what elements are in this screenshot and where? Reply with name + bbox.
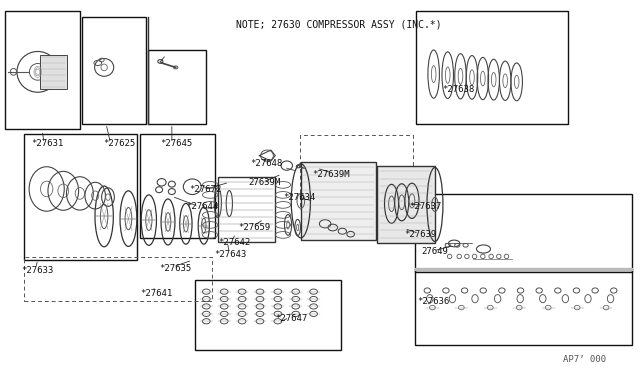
Text: *27672: *27672: [189, 185, 221, 194]
Text: NOTE; 27630 COMPRESSOR ASSY (INC.*): NOTE; 27630 COMPRESSOR ASSY (INC.*): [236, 20, 442, 30]
Text: *27636: *27636: [417, 297, 449, 306]
Text: *27639M: *27639M: [312, 170, 350, 179]
Text: *27625: *27625: [103, 139, 135, 148]
Text: *27631: *27631: [31, 139, 63, 148]
Text: *27641: *27641: [140, 289, 172, 298]
Bar: [300, 135, 413, 209]
Text: 27639M: 27639M: [248, 178, 281, 187]
Bar: [140, 134, 215, 238]
Text: *27643: *27643: [214, 250, 247, 259]
Bar: [415, 270, 632, 344]
Bar: [24, 257, 212, 301]
Text: *27634: *27634: [283, 193, 316, 202]
Bar: [40, 55, 67, 89]
Bar: [378, 166, 435, 243]
Bar: [4, 11, 80, 129]
Text: *27633: *27633: [21, 266, 53, 275]
Text: *27635: *27635: [159, 264, 191, 273]
Bar: [148, 49, 206, 124]
Bar: [416, 11, 568, 124]
Bar: [218, 177, 275, 242]
Text: *27642: *27642: [218, 238, 250, 247]
Text: *27638: *27638: [443, 85, 475, 94]
Text: *27648: *27648: [250, 159, 282, 168]
Text: *27644: *27644: [186, 202, 218, 211]
Bar: [415, 194, 632, 272]
Bar: [83, 17, 147, 124]
Text: *27639: *27639: [404, 230, 436, 240]
Text: *27647: *27647: [275, 314, 308, 323]
Text: 27649: 27649: [421, 247, 448, 256]
Bar: [195, 280, 341, 350]
Bar: [301, 162, 376, 240]
Text: *27645: *27645: [161, 139, 193, 148]
Text: *27637: *27637: [410, 202, 442, 211]
Text: *27659: *27659: [238, 223, 271, 232]
Text: AP7’ 000: AP7’ 000: [563, 355, 605, 364]
Bar: [24, 134, 138, 260]
